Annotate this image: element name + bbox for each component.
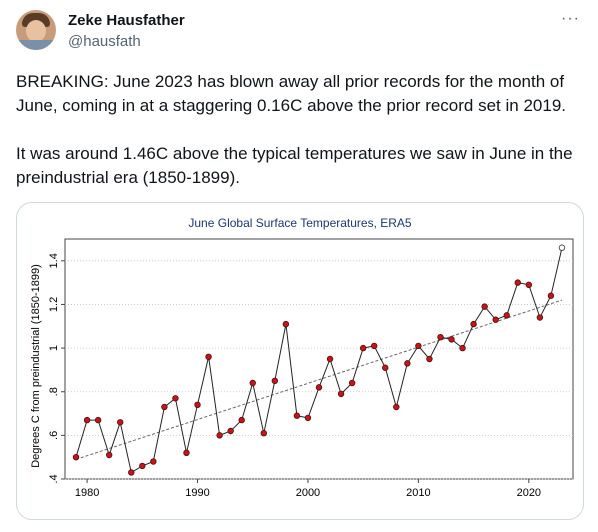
data-point [128, 469, 135, 476]
y-tick-label: 1.2 [48, 297, 60, 312]
data-point [315, 384, 323, 391]
data-point [139, 462, 146, 470]
data-point [337, 390, 345, 398]
temperature-chart: June Global Surface Temperatures, ERA5 D… [30, 216, 574, 499]
tweet-text: BREAKING: June 2023 has blown away all p… [16, 70, 582, 214]
data-point [161, 403, 168, 411]
data-point [227, 427, 234, 435]
data-point [150, 458, 157, 465]
data-point [105, 451, 113, 459]
chart-image[interactable]: June Global Surface Temperatures, ERA5 D… [16, 202, 584, 520]
y-axis-label: Degrees C from preindustrial (1850-1899) [30, 264, 42, 468]
data-point [547, 292, 555, 299]
data-point [415, 342, 422, 350]
data-point [348, 379, 356, 387]
data-point [514, 279, 521, 286]
data-point [481, 303, 488, 310]
data-point [371, 342, 378, 350]
more-horizontal-icon[interactable]: ··· [561, 10, 580, 27]
data-point [536, 314, 544, 321]
data-point [271, 377, 279, 385]
x-tick-label: 1980 [75, 487, 99, 499]
author-name[interactable]: Zeke Hausfather [68, 12, 185, 29]
data-point [183, 449, 190, 457]
data-point [503, 312, 510, 319]
data-point [117, 419, 124, 426]
y-tick-label: .4 [48, 474, 60, 483]
x-tick-label: 2010 [406, 487, 430, 499]
data-point [448, 336, 455, 343]
trend-line [75, 299, 563, 460]
data-point [72, 453, 80, 461]
data-point [437, 333, 444, 341]
plot-frame [64, 238, 574, 480]
data-point [326, 355, 334, 363]
data-point [282, 320, 290, 328]
data-point [359, 344, 367, 352]
tweet-paragraph: BREAKING: June 2023 has blown away all p… [16, 72, 567, 115]
y-tick-label: 1.4 [48, 253, 60, 268]
tweet-paragraph: It was around 1.46C above the typical te… [16, 144, 573, 187]
data-point [404, 360, 411, 367]
data-point [260, 429, 267, 437]
data-point [393, 403, 400, 411]
y-tick-label: .6 [48, 431, 60, 440]
data-point [83, 416, 91, 424]
data-point [205, 353, 212, 361]
data-point [426, 355, 433, 363]
data-point-2023 [558, 244, 566, 251]
data-point [216, 432, 223, 439]
data-point [94, 416, 102, 424]
data-point [172, 395, 179, 402]
data-point [194, 401, 201, 409]
chart-title: June Global Surface Temperatures, ERA5 [188, 216, 412, 230]
data-point [525, 281, 533, 289]
author-handle[interactable]: @hausfath [68, 33, 141, 50]
data-point [238, 416, 245, 424]
data-point [492, 316, 499, 323]
y-tick-label: .8 [48, 387, 60, 396]
data-point [304, 414, 312, 422]
data-point [382, 364, 389, 371]
x-tick-label: 2000 [296, 487, 320, 499]
avatar[interactable] [16, 10, 56, 50]
x-tick-label: 2020 [517, 487, 541, 499]
x-tick-label: 1990 [185, 487, 209, 499]
series-line [75, 247, 563, 474]
data-point [293, 412, 301, 419]
y-tick-label: 1 [48, 345, 60, 351]
data-point [249, 379, 256, 387]
data-point [470, 320, 477, 328]
data-point [459, 344, 466, 352]
